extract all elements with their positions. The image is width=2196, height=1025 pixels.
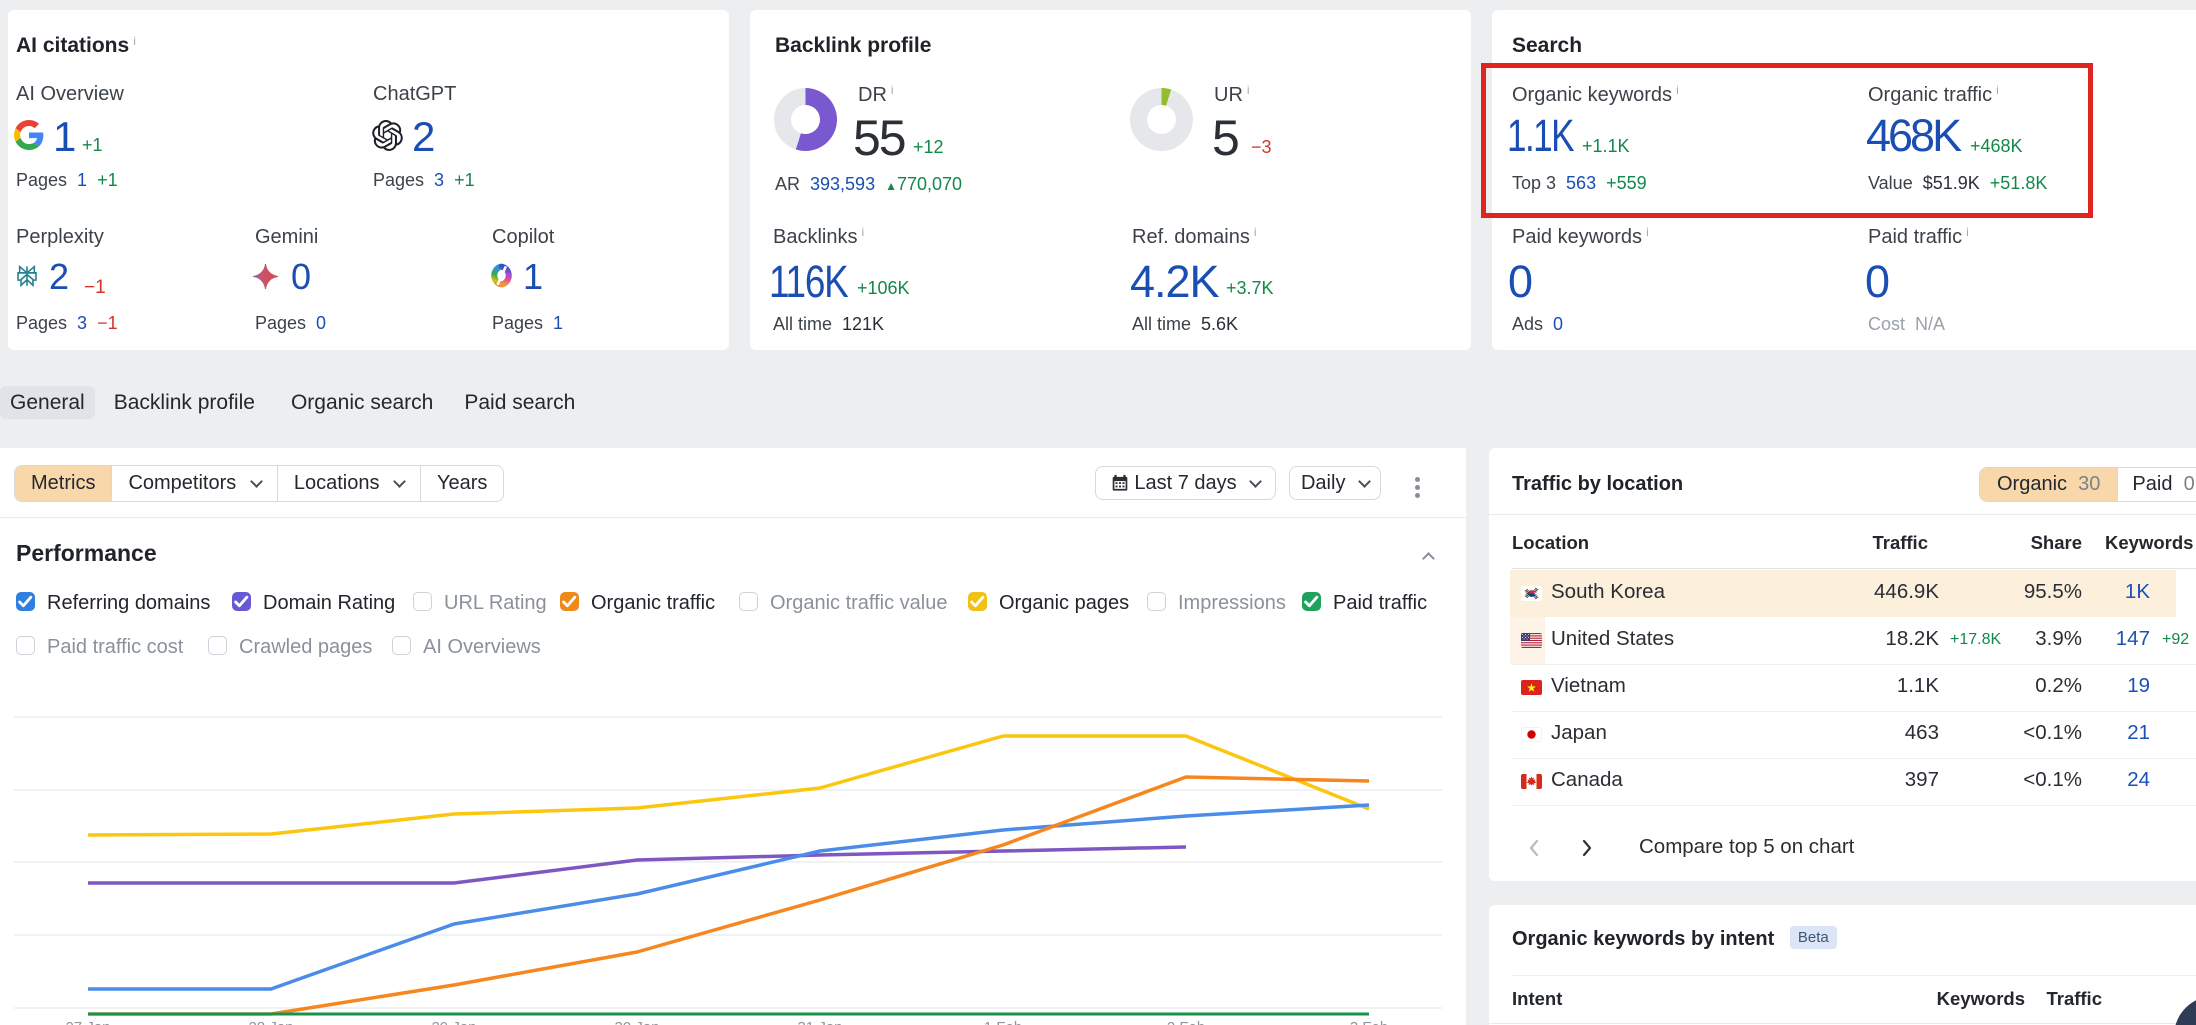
svg-text:1 Feb: 1 Feb [984,1019,1022,1025]
svg-text:27 Jan: 27 Jan [65,1019,110,1025]
svg-text:2 Feb: 2 Feb [1167,1019,1205,1025]
svg-text:28 Jan: 28 Jan [248,1019,293,1025]
svg-text:3 Feb: 3 Feb [1350,1019,1388,1025]
svg-text:31 Jan: 31 Jan [797,1019,842,1025]
svg-text:29 Jan: 29 Jan [431,1019,476,1025]
svg-text:30 Jan: 30 Jan [614,1019,659,1025]
